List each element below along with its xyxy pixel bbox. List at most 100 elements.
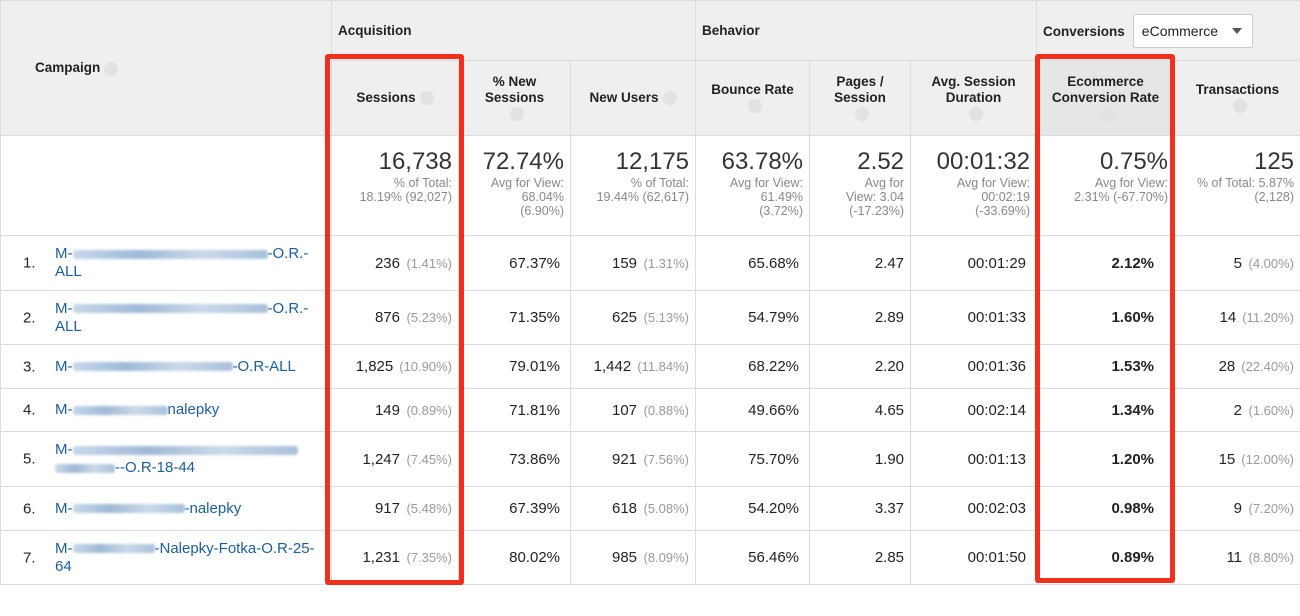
metric-cell: 79.01%	[458, 344, 571, 389]
metric-value: 2.85	[874, 549, 905, 566]
data-row: 7. M- -Nalepky-Fotka-O.R-25-64 1,231 (7.35%)…	[0, 530, 1300, 585]
blurred-text	[55, 463, 115, 473]
column-label: Bounce Rate	[711, 82, 794, 97]
metric-cell: 625 (5.13%)	[569, 290, 697, 345]
highlight-box	[1035, 54, 1175, 583]
metric-value: 54.20%	[748, 500, 800, 517]
metric-percent: (0.89%)	[406, 402, 452, 418]
metric-value: 0.98%	[1111, 500, 1155, 517]
group-label: Conversions	[1043, 23, 1125, 39]
help-icon	[419, 91, 434, 106]
campaign-link[interactable]: M- -O.R-ALL	[55, 358, 296, 375]
column-label: Avg. Session Duration	[931, 74, 1016, 105]
campaign-prefix: M-	[55, 499, 73, 517]
total-note: (2,128)	[1254, 190, 1295, 204]
campaign-link[interactable]: M- --O.R-18-44	[55, 441, 298, 476]
campaign-link[interactable]: M- -Nalepky-Fotka-O.R-25-64	[55, 540, 315, 575]
row-index: 5.	[23, 450, 36, 468]
metric-percent: (7.20%)	[1248, 501, 1295, 516]
metric-cell: 71.35%	[458, 290, 571, 345]
metric-cell: 3.37	[809, 486, 912, 531]
total-cell: 0.75% Avg for View: 2.31% (-67.70%)	[1036, 135, 1176, 236]
total-cell: 12,175% of Total: 19.44% (62,617)	[569, 135, 697, 236]
total-note: % of Total:	[630, 176, 690, 190]
column-header[interactable]: Pages / Session	[809, 60, 912, 136]
metric-value: 00:01:13	[967, 450, 1027, 468]
column-header[interactable]: Sessions	[331, 60, 459, 136]
total-note: % of Total:	[393, 176, 452, 190]
column-header[interactable]: Avg. Session Duration	[910, 60, 1038, 136]
total-note: 00:02:19	[981, 190, 1031, 204]
column-header[interactable]: Transactions	[1174, 60, 1300, 136]
metric-cell: 1.90	[809, 431, 912, 487]
group-header: Conversions eCommerce	[1036, 0, 1300, 61]
metric-value: 54.79%	[748, 309, 800, 326]
column-header-row: Sessions % New Sessions New Users Bounce Ra…	[1, 60, 1300, 136]
metric-value: 00:01:29	[967, 254, 1027, 272]
metric-percent: (11.20%)	[1242, 310, 1295, 325]
metric-cell: 71.81%	[458, 388, 571, 432]
metric-cell: 00:01:50	[910, 530, 1038, 585]
column-label: New Users	[589, 90, 659, 105]
metric-cell: 00:01:36	[910, 344, 1038, 389]
data-row: 2. M- -O.R.-ALL 876 (5.23%) 71.35% 625 (5.13%) 5…	[0, 290, 1300, 345]
metric-value: 2	[1233, 401, 1243, 419]
column-header[interactable]: New Users	[569, 60, 697, 136]
metric-cell: 149 (0.89%)	[331, 388, 459, 432]
metric-cell: 5 (4.00%)	[1174, 235, 1300, 291]
campaign-cell: 1. M- -O.R.-ALL	[0, 235, 332, 291]
total-value: 125	[1253, 148, 1295, 175]
campaign-link[interactable]: M- -O.R.-ALL	[55, 300, 308, 335]
metric-value: 876	[374, 309, 400, 326]
metric-value: 149	[374, 401, 400, 419]
metric-cell: 2.20	[809, 344, 912, 389]
column-header[interactable]: % New Sessions	[458, 60, 571, 136]
metric-cell: 1,247 (7.45%)	[331, 431, 459, 487]
dropdown[interactable]: eCommerce	[1132, 13, 1254, 48]
campaign-link[interactable]: M-nalepky	[55, 401, 219, 418]
campaign-link[interactable]: M- -O.R.-ALL	[55, 245, 308, 280]
metric-value: 2.12%	[1111, 254, 1155, 272]
metric-cell: 73.86%	[458, 431, 571, 487]
report-table: Campaign Acquisition Behavior Conversions eC…	[0, 0, 1300, 585]
metric-value: 00:02:03	[967, 500, 1027, 517]
metric-value: 49.66%	[748, 401, 800, 419]
total-note: 19.44% (62,617)	[596, 190, 690, 204]
metric-cell: 1.34%	[1036, 388, 1176, 432]
metric-value: 3.37	[874, 500, 905, 517]
metric-percent: (7.35%)	[406, 550, 452, 565]
total-cell: 2.52 Avg for View: 3.04 (-17.23%)	[809, 135, 912, 236]
metric-cell: 80.02%	[458, 530, 571, 585]
metric-cell: 876 (5.23%)	[331, 290, 459, 345]
metric-value: 71.81%	[509, 401, 560, 419]
total-note: (3.72%)	[759, 204, 804, 218]
campaign-cell: 2. M- -O.R.-ALL	[0, 290, 332, 345]
metric-value: 1,247	[362, 450, 400, 468]
help-icon	[968, 107, 983, 122]
row-index: 1.	[23, 254, 36, 272]
column-label: Transactions	[1195, 82, 1280, 97]
row-index: 7.	[23, 549, 36, 566]
metric-cell: 1,825 (10.90%)	[331, 344, 459, 389]
blurred-text	[72, 544, 155, 554]
metric-percent: (5.08%)	[643, 501, 690, 516]
metric-percent: (11.84%)	[637, 359, 690, 374]
totals-blank	[0, 135, 332, 236]
metric-percent: (10.90%)	[399, 359, 452, 374]
total-note: (-17.23%)	[849, 204, 905, 218]
total-value: 16,738	[378, 148, 452, 175]
metric-percent: (8.09%)	[643, 550, 690, 565]
total-note: 2.31% (-67.70%)	[1074, 190, 1169, 204]
metric-cell: 159 (1.31%)	[569, 235, 697, 291]
campaign-link[interactable]: M- -nalepky	[55, 500, 241, 517]
campaign-header: Campaign	[0, 0, 332, 136]
column-header[interactable]: Ecommerce Conversion Rate	[1036, 60, 1176, 136]
campaign-cell: 5. M- --O.R-18-44	[0, 431, 332, 487]
metric-cell: 2 (1.60%)	[1174, 388, 1300, 432]
metric-value: 65.68%	[748, 254, 800, 272]
group-header: Acquisition	[330, 0, 697, 61]
column-header[interactable]: Bounce Rate	[695, 60, 811, 136]
total-cell: 63.78% Avg for View: 61.49% (3.72%)	[695, 135, 811, 236]
metric-percent: (1.41%)	[406, 255, 452, 271]
metric-cell: 00:02:14	[910, 388, 1038, 432]
